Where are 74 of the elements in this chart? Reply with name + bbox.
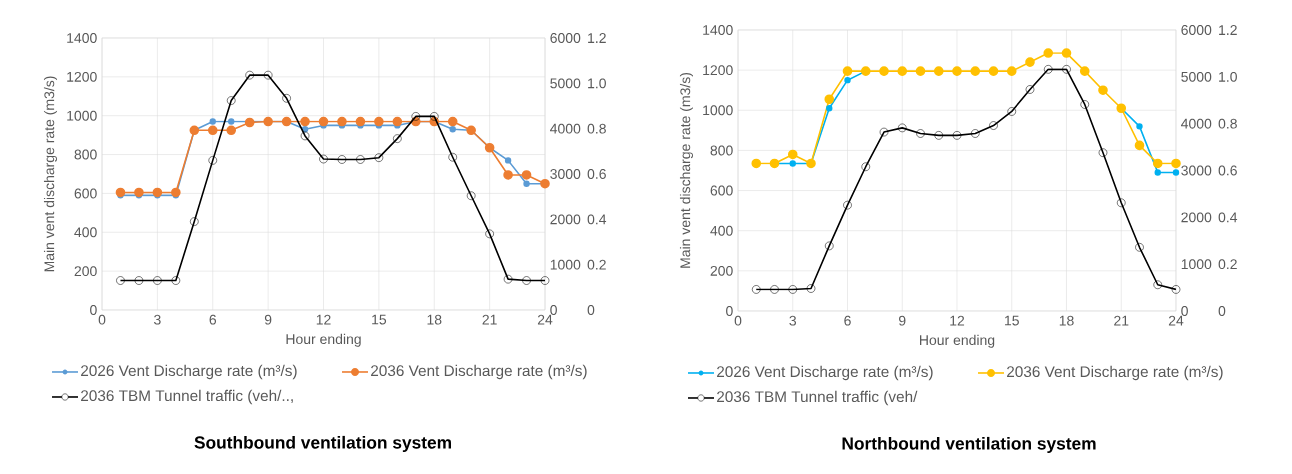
y-tick-label: 1400: [703, 25, 733, 35]
y2-tick-label: 5000: [1181, 71, 1212, 82]
y3-tick-label: 1.0: [1219, 71, 1237, 82]
y-tick-label: 1000: [703, 105, 733, 116]
y3-tick-label: 0: [587, 305, 595, 315]
y-tick-label: 200: [710, 265, 733, 276]
y2-tick-label: 2000: [550, 214, 581, 225]
x-tick-label: 6: [844, 315, 851, 326]
y3-tick-label: 0.2: [587, 259, 606, 270]
y2-tick-label: 4000: [1181, 118, 1212, 129]
y2-tick-label: 6000: [1181, 25, 1212, 35]
x-tick-label: 3: [154, 314, 161, 325]
legend-label: 2036 Vent Discharge rate (m³/s): [371, 364, 587, 380]
y-tick-label: 600: [74, 188, 97, 199]
x-tick-label: 15: [372, 314, 387, 325]
y3-tick-label: 0.2: [1218, 259, 1237, 270]
y2-tick-label: 0: [550, 305, 557, 315]
y2-tick-label: 1000: [550, 259, 581, 270]
y-tick-label: 400: [710, 225, 733, 236]
legend-label: 2026 Vent Discharge rate (m³/s): [717, 365, 933, 381]
x-tick-label: 12: [950, 315, 965, 326]
x-tick-label: 24: [1168, 315, 1184, 326]
legend-label: 2036 TBM Tunnel traffic (veh/: [717, 390, 918, 406]
y3-tick-label: 0.8: [587, 123, 606, 134]
y2-tick-label: 3000: [1181, 165, 1212, 176]
x-tick-label: 3: [789, 315, 797, 326]
x-tick-label: 6: [209, 314, 217, 325]
x-tick-label: 24: [537, 314, 553, 325]
x-tick-label: 18: [427, 314, 442, 325]
x-tick-label: 21: [482, 314, 497, 325]
y3-tick-label: 0.8: [1218, 118, 1237, 129]
y-tick-label: 1200: [67, 71, 97, 82]
y-tick-label: 400: [74, 227, 97, 238]
y3-tick-label: 0.6: [1218, 165, 1237, 176]
y2-tick-label: 6000: [550, 33, 581, 43]
x-axis-title: Hour ending: [920, 334, 995, 348]
x-tick-label: 21: [1114, 315, 1129, 326]
y2-tick-label: 1000: [1181, 259, 1212, 270]
x-tick-label: 15: [1005, 315, 1019, 326]
y3-tick-label: 0.4: [587, 214, 607, 225]
y2-tick-label: 3000: [550, 169, 581, 179]
y-axis-title: Main vent discharge rate (m3/s): [679, 72, 693, 268]
x-tick-label: 12: [316, 314, 331, 325]
y3-tick-label: 0: [1218, 306, 1226, 316]
y-tick-label: 0: [90, 305, 97, 315]
y2-tick-label: 2000: [1181, 212, 1212, 223]
y-axis-title: Main vent discharge rate (m3/s): [43, 76, 58, 272]
y-tick-label: 200: [74, 266, 97, 277]
text: Southbound ventilation system: [194, 435, 451, 453]
x-tick-label: 0: [734, 315, 742, 326]
y3-tick-label: 0.6: [587, 169, 606, 179]
x-tick-label: 0: [98, 314, 106, 325]
y-tick-label: 1200: [703, 65, 733, 76]
y-tick-label: 800: [710, 145, 733, 156]
y-tick-label: 0: [726, 306, 733, 316]
legend-label: 2026 Vent Discharge rate (m³/s): [81, 364, 297, 380]
y3-tick-label: 0.4: [1218, 212, 1238, 223]
y3-tick-label: 1.2: [1219, 25, 1237, 35]
x-axis-title: Hour ending: [286, 333, 361, 347]
y-tick-label: 800: [74, 149, 97, 160]
y-tick-label: 1000: [67, 110, 97, 121]
y2-tick-label: 4000: [550, 123, 581, 134]
x-tick-label: 9: [264, 314, 272, 325]
y-tick-label: 600: [710, 185, 733, 196]
y-tick-label: 1400: [67, 33, 97, 43]
y3-tick-label: 1.2: [588, 33, 606, 43]
x-tick-label: 9: [899, 315, 906, 326]
text: Northbound ventilation system: [842, 436, 1096, 454]
y3-tick-label: 1.0: [588, 78, 606, 89]
x-tick-label: 18: [1059, 315, 1074, 326]
legend-label: 2036 TBM Tunnel traffic (veh/..,: [81, 389, 293, 405]
legend-label: 2036 Vent Discharge rate (m³/s): [1007, 365, 1223, 381]
y2-tick-label: 5000: [550, 78, 581, 89]
y2-tick-label: 0: [1181, 306, 1188, 316]
